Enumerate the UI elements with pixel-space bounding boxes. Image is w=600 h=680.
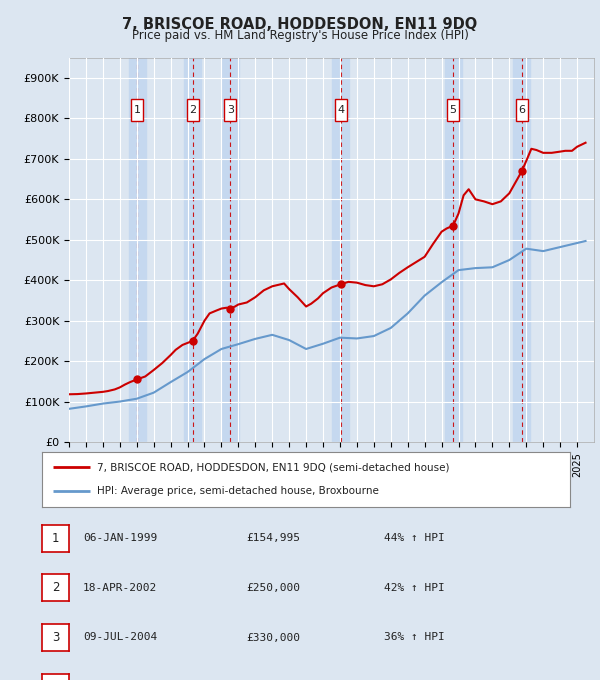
Bar — [332, 58, 349, 442]
Text: 7, BRISCOE ROAD, HODDESDON, EN11 9DQ (semi-detached house): 7, BRISCOE ROAD, HODDESDON, EN11 9DQ (se… — [97, 462, 450, 473]
Text: 06-JAN-1999: 06-JAN-1999 — [83, 533, 157, 543]
Text: £330,000: £330,000 — [246, 632, 300, 643]
Bar — [514, 58, 530, 442]
FancyBboxPatch shape — [447, 99, 459, 122]
Text: £154,995: £154,995 — [246, 533, 300, 543]
Text: HPI: Average price, semi-detached house, Broxbourne: HPI: Average price, semi-detached house,… — [97, 486, 379, 496]
Text: 3: 3 — [227, 105, 234, 116]
Text: 1: 1 — [134, 105, 140, 116]
FancyBboxPatch shape — [224, 99, 236, 122]
Text: 6: 6 — [518, 105, 526, 116]
Text: 44% ↑ HPI: 44% ↑ HPI — [384, 533, 445, 543]
Text: £250,000: £250,000 — [246, 583, 300, 593]
Bar — [128, 58, 146, 442]
Bar — [222, 58, 239, 442]
FancyBboxPatch shape — [335, 99, 347, 122]
Text: 7, BRISCOE ROAD, HODDESDON, EN11 9DQ: 7, BRISCOE ROAD, HODDESDON, EN11 9DQ — [122, 17, 478, 32]
Text: 2: 2 — [189, 105, 196, 116]
Bar — [184, 58, 201, 442]
Text: Price paid vs. HM Land Registry's House Price Index (HPI): Price paid vs. HM Land Registry's House … — [131, 29, 469, 42]
Text: 18-APR-2002: 18-APR-2002 — [83, 583, 157, 593]
FancyBboxPatch shape — [187, 99, 199, 122]
FancyBboxPatch shape — [131, 99, 143, 122]
Text: 2: 2 — [52, 581, 59, 594]
Text: 36% ↑ HPI: 36% ↑ HPI — [384, 632, 445, 643]
Text: 09-JUL-2004: 09-JUL-2004 — [83, 632, 157, 643]
Text: 42% ↑ HPI: 42% ↑ HPI — [384, 583, 445, 593]
Bar — [445, 58, 461, 442]
Text: 4: 4 — [337, 105, 344, 116]
Text: 5: 5 — [449, 105, 457, 116]
Text: 1: 1 — [52, 532, 59, 545]
FancyBboxPatch shape — [516, 99, 528, 122]
Text: 3: 3 — [52, 631, 59, 644]
